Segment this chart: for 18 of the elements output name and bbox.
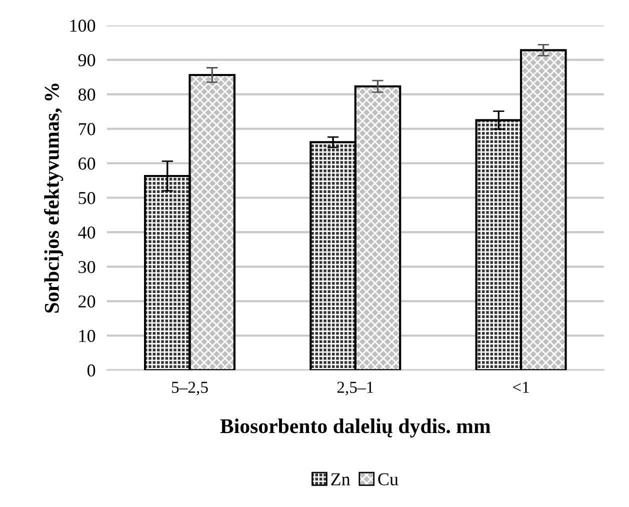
- y-tick-label: 80: [78, 88, 96, 101]
- legend-label: Cu: [378, 473, 398, 486]
- x-tick-label: 5–2,5: [172, 382, 208, 396]
- x-tick-label: <1: [512, 382, 529, 393]
- y-tick-label: 30: [78, 260, 96, 274]
- y-tick-label: 70: [78, 123, 96, 136]
- y-tick-label: 0: [87, 364, 96, 377]
- y-tick-label: 60: [78, 158, 96, 170]
- y-tick-label: 100: [70, 20, 96, 32]
- x-axis-title: Biosorbento dalelių dydis. mm: [220, 418, 490, 438]
- y-tick-label: 50: [78, 192, 96, 204]
- y-tick-label: 10: [79, 330, 96, 342]
- legend-label: Zn: [331, 473, 350, 486]
- y-axis-title: Sorbcijos efektyvumas, %: [44, 84, 64, 313]
- x-tick-label: 2,5–1: [337, 382, 374, 396]
- y-tick-label: 90: [78, 54, 96, 66]
- y-tick-label: 20: [78, 295, 96, 308]
- y-tick-label: 40: [78, 226, 96, 239]
